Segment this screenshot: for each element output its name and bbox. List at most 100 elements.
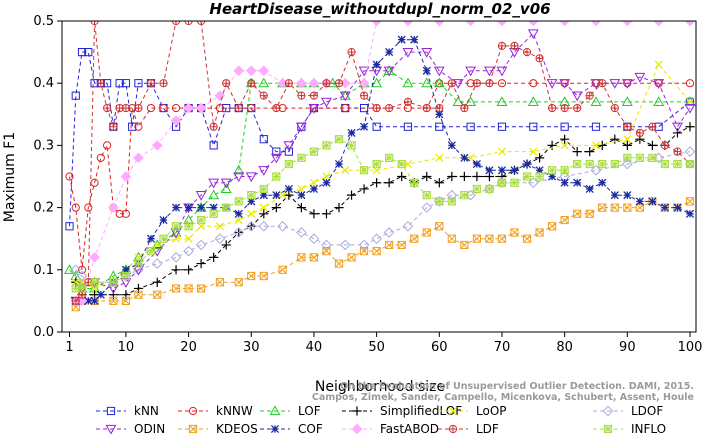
data-point bbox=[184, 234, 193, 243]
data-point bbox=[172, 234, 181, 243]
data-point bbox=[653, 96, 665, 106]
data-point bbox=[672, 128, 683, 138]
data-point bbox=[623, 203, 632, 212]
data-point bbox=[397, 159, 406, 169]
data-point bbox=[560, 215, 569, 225]
data-point bbox=[159, 103, 168, 113]
data-point bbox=[647, 140, 657, 150]
data-point bbox=[221, 240, 231, 250]
x-tick-label: 60 bbox=[431, 340, 448, 355]
data-point bbox=[527, 96, 539, 106]
data-point bbox=[546, 79, 558, 89]
data-point bbox=[121, 271, 131, 281]
data-point bbox=[527, 29, 539, 40]
data-point bbox=[623, 191, 632, 200]
data-point bbox=[133, 152, 144, 164]
data-point bbox=[322, 178, 331, 187]
data-point bbox=[71, 296, 80, 305]
data-point bbox=[485, 184, 494, 194]
data-point bbox=[171, 103, 181, 113]
data-point bbox=[529, 79, 538, 88]
data-point bbox=[259, 191, 268, 200]
data-point bbox=[397, 171, 407, 182]
data-point bbox=[433, 77, 445, 88]
data-point bbox=[197, 284, 206, 293]
data-point bbox=[497, 234, 507, 243]
data-point bbox=[522, 48, 532, 57]
data-point bbox=[103, 103, 112, 113]
data-point bbox=[284, 147, 293, 156]
legend-item-lof: LOF bbox=[260, 404, 321, 418]
data-point bbox=[209, 209, 218, 218]
data-point bbox=[598, 203, 607, 212]
data-point bbox=[435, 103, 444, 113]
y-axis-label: Maximum F1 bbox=[2, 132, 18, 222]
data-point bbox=[560, 134, 570, 144]
data-point bbox=[283, 141, 295, 152]
x-axis: 1 10 20 30 40 50 60 70 80 90 100 bbox=[65, 332, 702, 355]
data-point bbox=[522, 160, 532, 169]
data-point bbox=[485, 79, 494, 88]
data-point bbox=[121, 296, 131, 305]
data-point bbox=[485, 166, 494, 175]
data-point bbox=[259, 135, 268, 144]
legend-item-knn: kNN bbox=[96, 404, 159, 418]
plot-frame bbox=[61, 20, 697, 333]
legend-item-loop: LoOP bbox=[438, 404, 507, 418]
y-tick-label: 0.1 bbox=[33, 263, 54, 278]
data-point bbox=[245, 65, 257, 77]
data-point bbox=[159, 79, 168, 88]
data-point bbox=[459, 171, 469, 182]
data-point bbox=[247, 209, 256, 218]
data-point bbox=[410, 178, 419, 187]
data-point bbox=[465, 66, 477, 77]
data-point bbox=[296, 203, 307, 213]
data-point bbox=[222, 79, 231, 88]
data-point bbox=[672, 122, 683, 133]
data-point bbox=[598, 159, 607, 169]
data-point bbox=[422, 103, 431, 113]
data-point bbox=[435, 197, 444, 206]
data-point bbox=[151, 140, 163, 151]
data-point bbox=[410, 234, 419, 243]
legend-marker bbox=[188, 406, 198, 416]
data-point bbox=[233, 164, 245, 175]
data-point bbox=[435, 222, 444, 231]
data-point bbox=[548, 172, 557, 181]
data-point bbox=[433, 21, 445, 27]
data-point bbox=[402, 77, 414, 88]
data-point bbox=[433, 66, 445, 77]
data-point bbox=[322, 172, 331, 181]
x-tick-label: 70 bbox=[494, 340, 511, 355]
data-point bbox=[270, 153, 282, 164]
series-line bbox=[75, 39, 691, 302]
data-point bbox=[385, 240, 394, 250]
x-tick-label: 50 bbox=[368, 340, 385, 355]
data-point bbox=[183, 102, 194, 114]
legend-label: LDF bbox=[476, 422, 499, 434]
data-point bbox=[134, 79, 143, 88]
data-point bbox=[183, 265, 194, 275]
data-point bbox=[397, 240, 406, 250]
data-point bbox=[422, 171, 432, 182]
data-point bbox=[560, 178, 569, 187]
data-point bbox=[560, 103, 569, 113]
data-point bbox=[222, 203, 231, 212]
data-point bbox=[234, 197, 243, 206]
data-point bbox=[322, 247, 331, 256]
data-point bbox=[197, 203, 206, 212]
legend-label: COF bbox=[298, 422, 323, 434]
data-point bbox=[497, 122, 507, 131]
data-point bbox=[171, 203, 181, 212]
data-point bbox=[397, 35, 406, 44]
legend-marker bbox=[448, 406, 458, 416]
data-point bbox=[109, 122, 118, 131]
data-point bbox=[372, 103, 381, 113]
data-point bbox=[146, 103, 156, 113]
data-point bbox=[472, 160, 481, 169]
data-point bbox=[271, 203, 281, 213]
data-point bbox=[685, 79, 695, 88]
data-point bbox=[76, 270, 88, 282]
data-point bbox=[308, 77, 320, 89]
data-point bbox=[410, 35, 419, 44]
